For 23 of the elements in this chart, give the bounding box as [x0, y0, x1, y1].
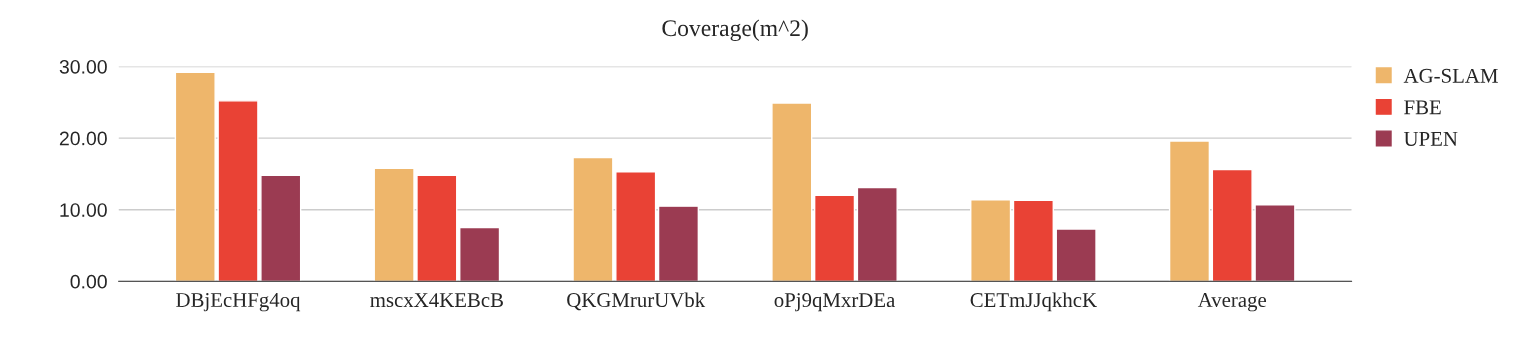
x-tick-label: oPj9qMxrDEa — [774, 293, 896, 312]
bar — [1168, 140, 1211, 282]
bar — [813, 194, 856, 282]
legend-label: AG-SLAM — [1403, 68, 1498, 83]
x-tick-label: QKGMrurUVbk — [567, 292, 706, 311]
legend-label: FBE — [1404, 100, 1441, 115]
bar — [771, 102, 813, 282]
chart-title: Coverage(m^2) — [662, 19, 808, 42]
y-tick-label: 10.00 — [60, 203, 107, 217]
bar — [970, 198, 1012, 282]
y-tick-label: 30.00 — [59, 59, 107, 74]
bar — [657, 205, 700, 282]
bar — [1012, 199, 1054, 282]
x-tick-label: CETmJJqkhcK — [970, 292, 1097, 312]
bar — [856, 186, 898, 282]
y-tick-label: 0.00 — [70, 274, 107, 289]
bar — [1055, 228, 1097, 282]
x-tick-label: mscxX4KEBcB — [370, 293, 503, 308]
x-tick-label: Average — [1197, 293, 1267, 312]
x-tick-label: DBjEcHFg4oq — [176, 293, 301, 312]
legend-label: UPEN — [1403, 132, 1458, 146]
y-tick-label: 20.00 — [59, 131, 107, 146]
bar — [459, 226, 501, 282]
